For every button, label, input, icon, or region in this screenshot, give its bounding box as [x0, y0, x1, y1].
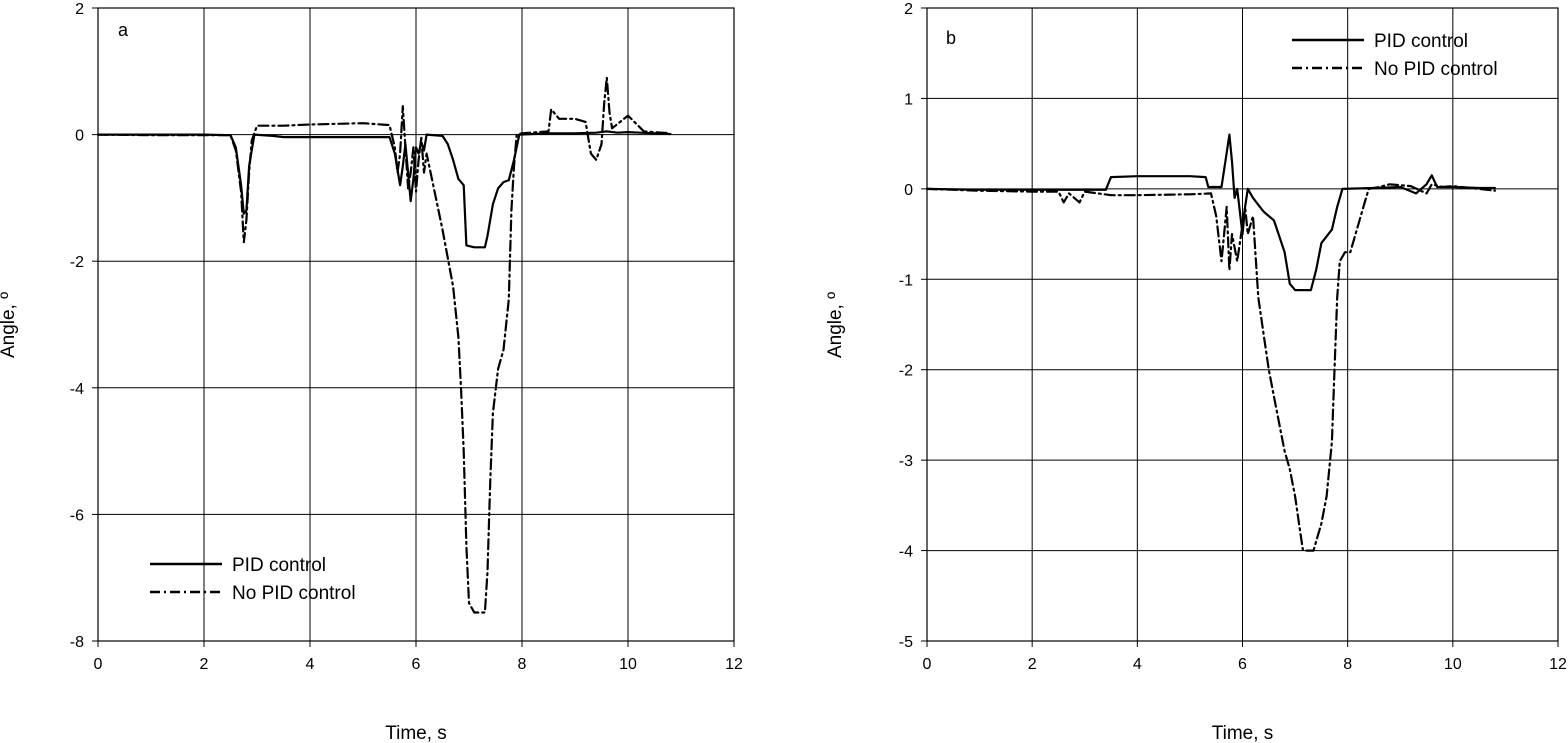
chart-panel-a: 0 2 4 6 8 10 12 -8 -6 -4 -2 0 2 Time, s Angle, º a PID c… [0, 1, 743, 743]
series-line-no-pid-control [96, 76, 672, 614]
x-axis-title: Time, s [1212, 723, 1274, 743]
legend: PID control No PID control [150, 555, 356, 604]
y-tick-label: 0 [75, 128, 84, 145]
x-tick-label: 12 [725, 656, 743, 673]
x-tick-label: 10 [1444, 656, 1462, 673]
x-axis-title: Time, s [385, 723, 447, 743]
y-tick-label: 2 [75, 1, 84, 18]
x-tick-label: 2 [1028, 656, 1037, 673]
x-tick-label: 0 [923, 656, 932, 673]
panel-label: a [118, 20, 129, 40]
x-tick-label: 12 [1549, 656, 1567, 673]
x-tick-label: 2 [200, 656, 209, 673]
y-tick-label: -2 [70, 254, 84, 271]
legend-label: PID control [1374, 31, 1468, 52]
x-tick-label: 4 [1133, 656, 1142, 673]
y-tick-label: -8 [70, 634, 84, 651]
x-tick-label: 0 [94, 656, 103, 673]
x-tick-label: 6 [412, 656, 421, 673]
y-tick-label: -1 [899, 272, 913, 289]
series-line-pid-control [96, 130, 672, 249]
x-tick-label: 6 [1238, 656, 1247, 673]
y-tick-label: -4 [70, 381, 84, 398]
x-tick-label: 8 [518, 656, 527, 673]
y-tick-label: 2 [904, 1, 913, 18]
legend: PID control No PID control [1292, 31, 1498, 80]
y-tick-label: 0 [904, 182, 913, 199]
series-line-no-pid-control [925, 183, 1496, 552]
legend-label: No PID control [1374, 59, 1498, 80]
panel-label: b [946, 28, 956, 48]
y-tick-label: -6 [70, 507, 84, 524]
y-tick-label: -4 [899, 544, 913, 561]
y-axis-title: Angle, º [0, 292, 19, 358]
x-tick-label: 8 [1343, 656, 1352, 673]
x-tick-label: 4 [306, 656, 315, 673]
y-tick-label: -5 [899, 634, 913, 651]
x-tick-label: 10 [619, 656, 637, 673]
series-line-pid-control [925, 133, 1496, 292]
legend-label: PID control [232, 555, 326, 576]
y-axis-title: Angle, º [825, 292, 846, 358]
y-tick-label: -2 [899, 363, 913, 380]
y-tick-label: -3 [899, 453, 913, 470]
y-tick-label: 1 [904, 91, 913, 108]
legend-label: No PID control [232, 583, 356, 604]
